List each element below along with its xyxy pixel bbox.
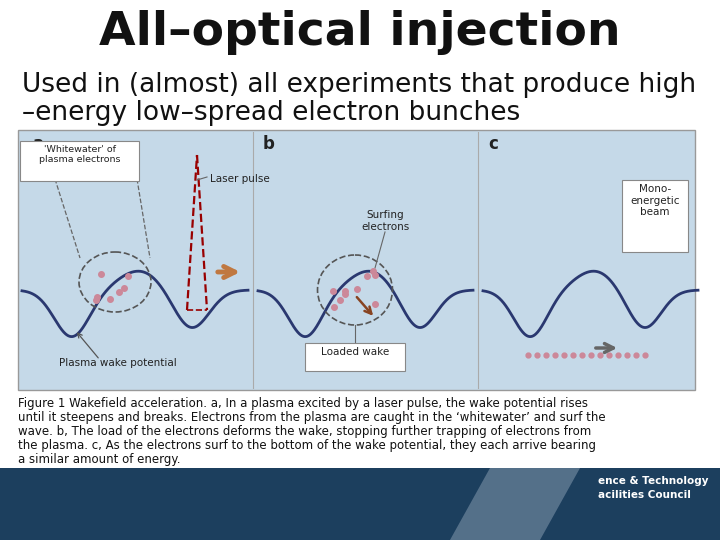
FancyBboxPatch shape (622, 180, 688, 252)
Text: wave. b, The load of the electrons deforms the wake, stopping further trapping o: wave. b, The load of the electrons defor… (18, 425, 591, 438)
Text: acilities Council: acilities Council (598, 490, 691, 500)
Text: the plasma. c, As the electrons surf to the bottom of the wake potential, they e: the plasma. c, As the electrons surf to … (18, 439, 596, 452)
Text: Plasma wake potential: Plasma wake potential (59, 358, 177, 368)
Text: a similar amount of energy.: a similar amount of energy. (18, 453, 181, 466)
Text: 'Whitewater' of
plasma electrons: 'Whitewater' of plasma electrons (40, 145, 121, 164)
Text: Used in (almost) all experiments that produce high: Used in (almost) all experiments that pr… (22, 72, 696, 98)
Polygon shape (450, 468, 580, 540)
Text: a: a (32, 135, 43, 153)
Text: c: c (488, 135, 498, 153)
FancyBboxPatch shape (20, 141, 139, 181)
Text: Figure 1 Wakefield acceleration. a, In a plasma excited by a laser pulse, the wa: Figure 1 Wakefield acceleration. a, In a… (18, 397, 588, 410)
Text: ence & Technology: ence & Technology (598, 476, 708, 486)
Bar (0, 468, 720, 540)
Text: Laser pulse: Laser pulse (210, 174, 270, 184)
Text: All–optical injection: All–optical injection (99, 10, 621, 55)
Text: Mono-
energetic
beam: Mono- energetic beam (630, 184, 680, 217)
Text: b: b (263, 135, 275, 153)
Text: –energy low–spread electron bunches: –energy low–spread electron bunches (22, 100, 521, 126)
Text: Loaded wake: Loaded wake (321, 347, 389, 357)
Bar (18, 130, 695, 390)
FancyBboxPatch shape (305, 343, 405, 371)
Text: Surfing
electrons: Surfing electrons (361, 210, 409, 232)
Text: until it steepens and breaks. Electrons from the plasma are caught in the ‘white: until it steepens and breaks. Electrons … (18, 411, 606, 424)
